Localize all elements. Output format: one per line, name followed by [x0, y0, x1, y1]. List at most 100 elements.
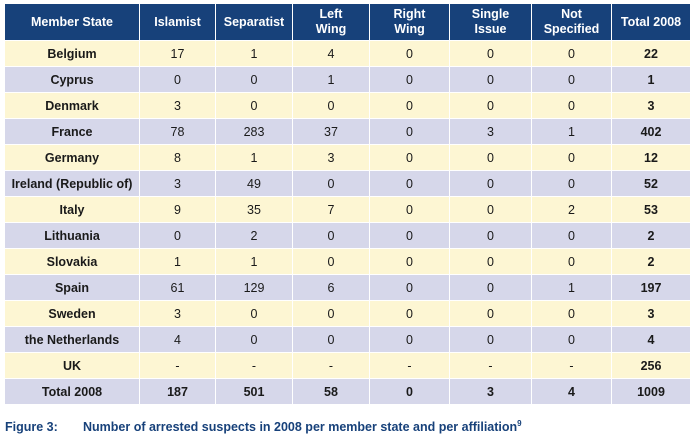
value-cell: 1: [140, 249, 216, 275]
table-row: Belgium 17 1 4 0 0 0 22: [5, 41, 690, 67]
arrests-table-container: Member State Islamist Separatist Left Wing Ri…: [5, 4, 690, 404]
row-total-cell: 4: [612, 327, 690, 353]
value-cell: 0: [532, 223, 612, 249]
value-cell: 0: [450, 249, 532, 275]
value-cell: 0: [450, 301, 532, 327]
value-cell: 0: [370, 301, 450, 327]
value-cell: 0: [532, 67, 612, 93]
table-header: Member State Islamist Separatist Left Wing Ri…: [5, 4, 690, 41]
value-cell: 2: [216, 223, 293, 249]
value-cell: 8: [140, 145, 216, 171]
column-header: Total 2008: [612, 4, 690, 41]
value-cell: 0: [370, 249, 450, 275]
table-row: the Netherlands 4 0 0 0 0 0 4: [5, 327, 690, 353]
value-cell: -: [140, 353, 216, 379]
value-cell: 0: [370, 41, 450, 67]
value-cell: 0: [532, 171, 612, 197]
value-cell: -: [293, 353, 370, 379]
figure-caption-text: Number of arrested suspects in 2008 per …: [83, 420, 518, 435]
row-total-cell: 12: [612, 145, 690, 171]
table-row: Sweden 3 0 0 0 0 0 3: [5, 301, 690, 327]
arrests-table: Member State Islamist Separatist Left Wing Ri…: [5, 4, 690, 404]
table-row: Germany 8 1 3 0 0 0 12: [5, 145, 690, 171]
value-cell: 283: [216, 119, 293, 145]
total-value-cell: 501: [216, 379, 293, 404]
value-cell: 78: [140, 119, 216, 145]
row-total-cell: 53: [612, 197, 690, 223]
member-state-cell: Sweden: [5, 301, 140, 327]
column-header-label: Wing: [315, 22, 347, 36]
total-value-cell: 0: [370, 379, 450, 404]
column-header-label: Not: [561, 7, 582, 21]
member-state-cell: Slovakia: [5, 249, 140, 275]
column-header-label: Issue: [474, 22, 507, 36]
value-cell: 0: [532, 249, 612, 275]
value-cell: 0: [293, 93, 370, 119]
value-cell: 0: [450, 145, 532, 171]
column-header-label: Member State: [31, 14, 113, 29]
column-header: Left Wing: [293, 4, 370, 41]
value-cell: 0: [450, 171, 532, 197]
value-cell: 0: [450, 275, 532, 301]
value-cell: 2: [532, 197, 612, 223]
column-header: Right Wing: [370, 4, 450, 41]
table-footer: Total 2008 187 501 58 0 3 4 1009: [5, 379, 690, 404]
column-header-label: Specified: [543, 22, 600, 36]
value-cell: 0: [140, 223, 216, 249]
header-row: Member State Islamist Separatist Left Wing Ri…: [5, 4, 690, 41]
value-cell: 3: [140, 301, 216, 327]
value-cell: 0: [370, 145, 450, 171]
value-cell: 0: [450, 41, 532, 67]
value-cell: 9: [140, 197, 216, 223]
value-cell: 0: [370, 93, 450, 119]
value-cell: 1: [532, 275, 612, 301]
member-state-cell: Denmark: [5, 93, 140, 119]
value-cell: 61: [140, 275, 216, 301]
value-cell: 3: [140, 93, 216, 119]
value-cell: 0: [293, 223, 370, 249]
member-state-cell: Lithuania: [5, 223, 140, 249]
value-cell: 0: [370, 327, 450, 353]
total-value-cell: 187: [140, 379, 216, 404]
value-cell: 0: [216, 67, 293, 93]
value-cell: 49: [216, 171, 293, 197]
value-cell: 3: [140, 171, 216, 197]
column-header: Separatist: [216, 4, 293, 41]
value-cell: 1: [216, 249, 293, 275]
value-cell: 0: [293, 327, 370, 353]
total-value-cell: 3: [450, 379, 532, 404]
column-header: Islamist: [140, 4, 216, 41]
column-header-label: Wing: [394, 22, 425, 36]
table-body: Belgium 17 1 4 0 0 0 22 Cyprus 0 0 1 0 0 0 1 Denmark 3 0 0 0…: [5, 41, 690, 379]
value-cell: 1: [293, 67, 370, 93]
column-header-label: Single: [471, 7, 510, 21]
value-cell: 35: [216, 197, 293, 223]
value-cell: 0: [216, 93, 293, 119]
value-cell: 0: [450, 67, 532, 93]
table-row: Spain 61 129 6 0 0 1 197: [5, 275, 690, 301]
value-cell: 0: [370, 171, 450, 197]
value-cell: 4: [140, 327, 216, 353]
table-row: Denmark 3 0 0 0 0 0 3: [5, 93, 690, 119]
total-label-cell: Total 2008: [5, 379, 140, 404]
value-cell: 0: [450, 197, 532, 223]
column-header: Single Issue: [450, 4, 532, 41]
value-cell: 3: [450, 119, 532, 145]
value-cell: 0: [532, 145, 612, 171]
value-cell: 0: [532, 41, 612, 67]
value-cell: 0: [532, 93, 612, 119]
value-cell: 0: [532, 301, 612, 327]
value-cell: 0: [216, 301, 293, 327]
value-cell: -: [216, 353, 293, 379]
value-cell: 37: [293, 119, 370, 145]
value-cell: 0: [450, 223, 532, 249]
member-state-cell: Italy: [5, 197, 140, 223]
total-row: Total 2008 187 501 58 0 3 4 1009: [5, 379, 690, 404]
value-cell: 0: [370, 67, 450, 93]
value-cell: 7: [293, 197, 370, 223]
value-cell: -: [370, 353, 450, 379]
member-state-cell: the Netherlands: [5, 327, 140, 353]
column-header: Not Specified: [532, 4, 612, 41]
value-cell: 17: [140, 41, 216, 67]
member-state-cell: France: [5, 119, 140, 145]
